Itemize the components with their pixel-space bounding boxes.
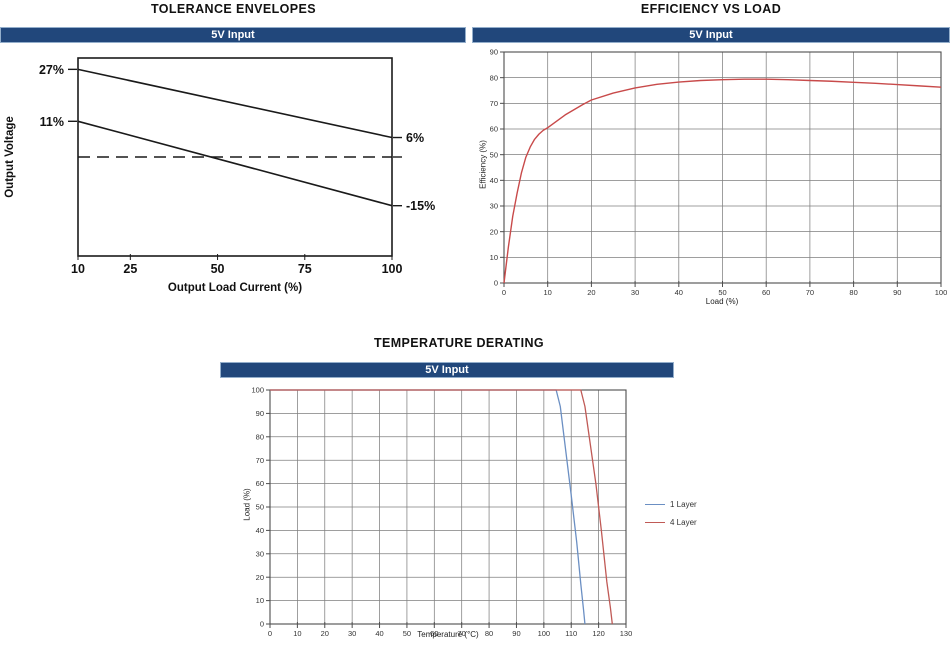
x-tick-label: 75 <box>298 262 312 276</box>
y-tick-label: 100 <box>251 386 264 395</box>
tolerance-chart-title: TOLERANCE ENVELOPES <box>150 2 317 16</box>
y-tick-label: 20 <box>490 227 498 236</box>
efficiency-plot: 0 10 20 30 40 50 60 70 80 90 100 0 10 20 30 40 50 60 70 80 9… <box>490 48 948 297</box>
x-tick-label: 10 <box>293 629 301 638</box>
y-tick-label: 20 <box>256 573 264 582</box>
legend-label-1-layer: 1 Layer <box>670 500 697 509</box>
x-tick-label: 25 <box>123 262 137 276</box>
efficiency-y-axis-label: Efficiency (%) <box>478 140 488 189</box>
efficiency-chart-title: EFFICIENCY VS LOAD <box>640 2 782 16</box>
y-tick-label: 60 <box>490 125 498 134</box>
x-tick-label: 90 <box>893 288 901 297</box>
efficiency-chart-panel: EFFICIENCY VS LOAD 5V Input 0 10 20 30 40 50 6… <box>472 0 950 320</box>
x-tick-label: 70 <box>458 629 466 638</box>
x-tick-label: 70 <box>806 288 814 297</box>
tolerance-y-axis-label: Output Voltage <box>4 116 16 198</box>
tolerance-chart-panel: TOLERANCE ENVELOPES 5V Input 10 25 50 75 100… <box>0 0 467 320</box>
y-tick-label: 90 <box>490 48 498 57</box>
x-tick-label: 50 <box>211 262 225 276</box>
x-tick-label: 80 <box>485 629 493 638</box>
annotation-label: 6% <box>406 131 424 145</box>
derating-chart-panel: TEMPERATURE DERATING 5V Input 0 10 20 30 40 5… <box>218 335 700 650</box>
derating-banner: 5V Input <box>220 362 674 378</box>
y-tick-label: 10 <box>256 596 264 605</box>
x-tick-label: 80 <box>849 288 857 297</box>
x-tick-label: 90 <box>512 629 520 638</box>
x-tick-label: 30 <box>631 288 639 297</box>
x-tick-label: 50 <box>718 288 726 297</box>
x-tick-label: 100 <box>538 629 551 638</box>
y-tick-label: 50 <box>256 503 264 512</box>
efficiency-line <box>503 78 942 284</box>
legend-item-1-layer: 1 Layer <box>645 500 697 509</box>
x-tick-label: 50 <box>403 629 411 638</box>
y-tick-label: 90 <box>256 409 264 418</box>
y-tick-label: 80 <box>256 432 264 441</box>
y-tick-label: 50 <box>490 150 498 159</box>
x-tick-label: 130 <box>620 629 633 638</box>
x-tick-label: 120 <box>592 629 605 638</box>
legend-item-4-layer: 4 Layer <box>645 518 697 527</box>
lower-envelope-line <box>77 120 393 207</box>
x-tick-label: 60 <box>762 288 770 297</box>
y-tick-label: 80 <box>490 73 498 82</box>
annotation-label: 27% <box>39 63 64 77</box>
x-tick-label: 0 <box>268 629 272 638</box>
y-tick-label: 40 <box>490 176 498 185</box>
legend-label-4-layer: 4 Layer <box>670 518 697 527</box>
x-tick-label: 20 <box>321 629 329 638</box>
annotation-label: -15% <box>406 199 435 213</box>
4 Layer-line <box>270 389 613 625</box>
y-tick-label: 60 <box>256 479 264 488</box>
x-tick-label: 40 <box>675 288 683 297</box>
1 Layer-line <box>270 389 586 625</box>
derating-y-axis-label: Load (%) <box>242 488 252 521</box>
upper-envelope-line <box>77 68 393 139</box>
x-tick-label: 100 <box>935 288 948 297</box>
tolerance-plot: 10 25 50 75 100 27% 11% 6% -15% <box>39 57 435 276</box>
y-tick-label: 70 <box>256 456 264 465</box>
y-tick-label: 40 <box>256 526 264 535</box>
x-tick-label: 40 <box>375 629 383 638</box>
y-tick-label: 0 <box>494 279 498 288</box>
4-layer-line-swatch <box>645 522 665 523</box>
derating-x-axis-label: Temperature (°C) <box>417 630 479 639</box>
x-tick-label: 110 <box>565 629 577 638</box>
1-layer-line-swatch <box>645 504 665 505</box>
y-tick-label: 30 <box>490 202 498 211</box>
x-tick-label: 20 <box>587 288 595 297</box>
tolerance-x-axis-label: Output Load Current (%) <box>167 282 303 294</box>
derating-chart-title: TEMPERATURE DERATING <box>373 336 545 350</box>
annotation-label: 11% <box>40 115 64 129</box>
x-tick-label: 60 <box>430 629 438 638</box>
y-tick-label: 30 <box>256 549 264 558</box>
derating-plot: 0 10 20 30 40 50 60 70 80 90 100 110 120 130 0 10 20 30 40… <box>251 386 633 638</box>
x-tick-label: 0 <box>502 288 506 297</box>
y-tick-label: 0 <box>260 620 264 629</box>
x-tick-label: 10 <box>544 288 552 297</box>
x-tick-label: 30 <box>348 629 356 638</box>
efficiency-x-axis-label: Load (%) <box>705 297 739 306</box>
y-tick-label: 70 <box>490 99 498 108</box>
efficiency-banner: 5V Input <box>472 27 950 43</box>
x-tick-label: 100 <box>382 262 403 276</box>
y-tick-label: 10 <box>490 253 498 262</box>
tolerance-banner: 5V Input <box>0 27 466 43</box>
x-tick-label: 10 <box>71 262 85 276</box>
